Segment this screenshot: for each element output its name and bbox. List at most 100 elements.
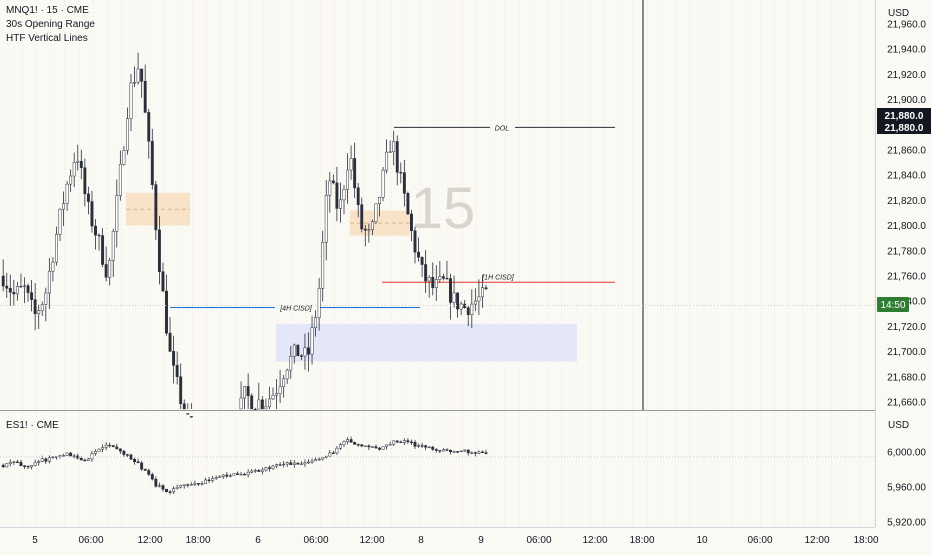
candle-body [204,479,208,484]
candle-body [111,231,115,261]
price-tick-label: 21,700.0 [887,347,926,358]
candle-body [172,351,176,366]
candle-body [257,399,261,410]
time-tick-label: 8 [418,535,424,546]
candle-body [299,463,303,465]
candle-body [19,461,23,467]
candle-body [296,462,300,465]
lower-price-tick-label: 6,000.00 [887,448,926,459]
lower-legend: ES1! · CME [6,419,59,433]
candle-body [23,285,26,287]
candle-body [37,461,41,463]
candle-body [30,465,34,468]
candle-body [466,307,470,315]
time-tick-label: 12:00 [804,535,829,546]
interval-watermark: 15 [411,176,476,241]
price-axis-bg[interactable] [875,0,932,550]
candle-body [260,399,264,410]
candle-body [477,451,481,454]
candle-body [481,451,484,453]
candle-body [275,464,279,467]
candle-body [410,213,413,231]
symbol-title[interactable]: MNQ1! · 15 · CME [6,5,89,16]
candle-body [434,279,438,288]
candle-body [189,484,193,486]
lower-price-tick-label: 5,920.00 [887,518,926,529]
candle-body [228,475,232,477]
candle-body [417,445,421,447]
candle-body [459,450,463,453]
time-tick-label: 06:00 [78,535,103,546]
candle-body [154,184,158,231]
candle-body [296,344,300,357]
candle-body [445,277,449,280]
candle-body [83,459,87,462]
candle-body [285,369,289,380]
candle-body [143,468,147,471]
currency-label[interactable]: USD [888,8,909,19]
candle-body [370,446,374,448]
candle-body [438,276,442,280]
es-candles [1,436,488,495]
candle-body [285,462,289,465]
candle-body [420,445,424,447]
candle-body [395,141,399,173]
lower-currency-label[interactable]: USD [888,420,909,431]
candle-body [62,455,65,457]
candle-body [55,234,58,263]
candle-body [101,447,105,450]
candle-body [452,292,456,303]
price-tick-label: 21,760.0 [887,272,926,283]
candle-body [310,327,314,355]
candle-body [182,403,186,410]
candle-body [232,473,236,476]
lower-symbol-title[interactable]: ES1! · CME [6,420,59,431]
candle-body [30,292,34,300]
candle-body [473,300,477,305]
candle-body [44,292,48,305]
price-tick-label: 21,660.0 [887,398,926,409]
candle-body [172,488,176,493]
candle-body [449,449,452,453]
candle-body [356,444,360,446]
indicator-opening-range[interactable]: 30s Opening Range [6,19,95,30]
candle-body [402,440,406,443]
candle-body [225,474,229,477]
candle-body [441,449,445,452]
candle-body [76,160,80,163]
candle-body [211,478,215,481]
candle-body [97,448,101,452]
candle-body [115,195,119,232]
candle-body [129,454,133,460]
candle-body [79,457,83,461]
candle-body [186,484,190,486]
candle-body [140,462,144,470]
time-axis-labels: 5 06:00 12:00 18:00 6 06:00 12:00 8 9 06:00 12:00 1… [32,535,879,546]
candle-body [243,474,247,476]
candle-body [356,187,360,205]
time-tick-label: 6 [255,535,261,546]
candle-body [484,452,488,454]
time-tick-label: 18:00 [853,535,878,546]
candle-body [367,445,371,448]
candle-body [260,469,264,472]
time-tick-label: 06:00 [303,535,328,546]
candle-body [346,439,350,442]
candle-body [434,449,438,451]
indicator-htf-lines[interactable]: HTF Vertical Lines [6,33,88,44]
candle-body [51,456,55,459]
price-tick-label: 21,820.0 [887,196,926,207]
candle-body [339,444,342,449]
candle-body [168,491,172,493]
candle-body [264,467,268,471]
candle-body [69,175,73,185]
candle-body [122,150,126,165]
candle-body [445,449,449,451]
candle-body [189,416,193,418]
candle-body [108,444,112,447]
candle-body [459,303,463,310]
candle-body [349,158,353,171]
candle-body [321,242,325,289]
